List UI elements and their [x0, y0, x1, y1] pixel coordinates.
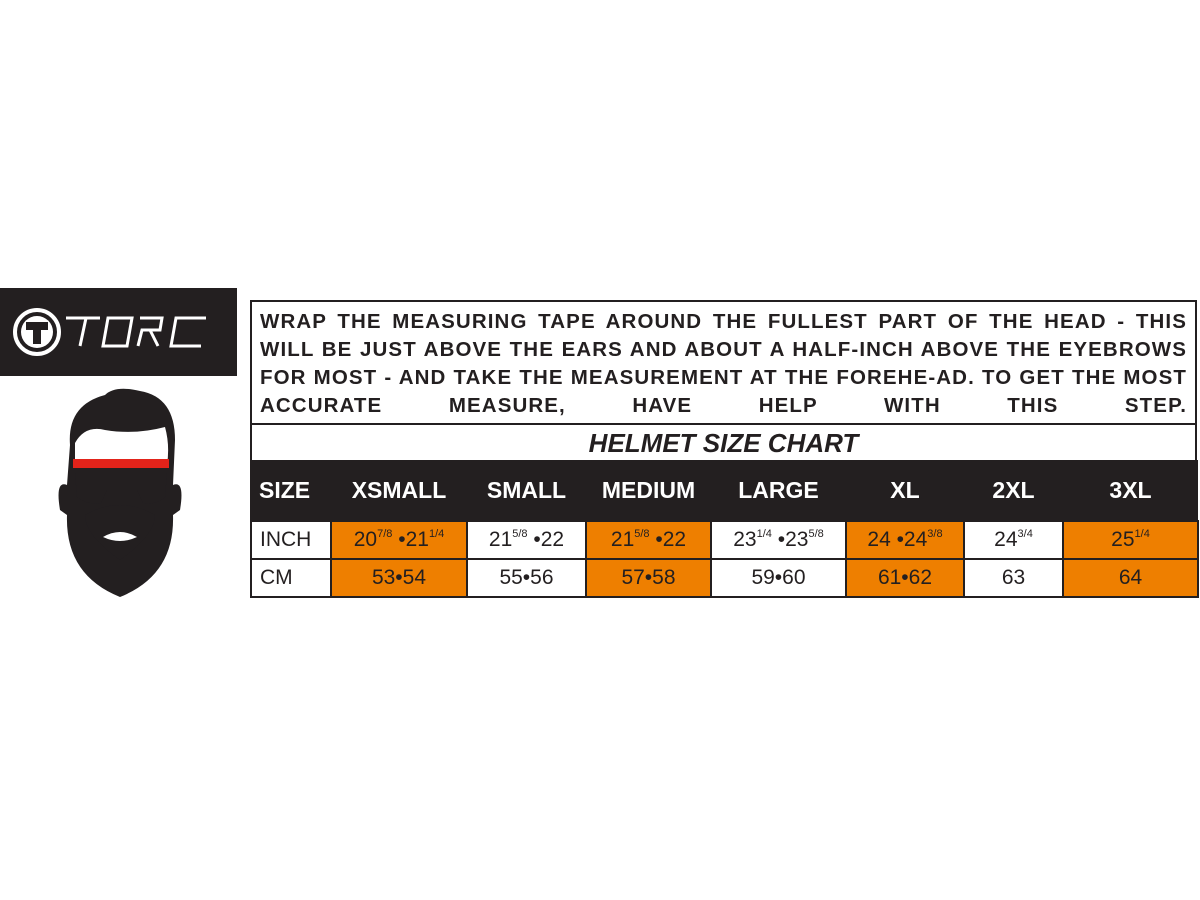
value: 25 — [1111, 528, 1135, 551]
size-column-header: MEDIUM — [586, 460, 711, 521]
size-cell: 61•62 — [845, 558, 965, 598]
value: 21 — [610, 528, 635, 551]
size-cell: 24 •243/8 — [845, 520, 965, 560]
fraction: 5/8 — [808, 528, 824, 540]
size-header: SIZE — [251, 460, 331, 521]
torc-logo-icon — [13, 308, 206, 356]
size-cell: 243/4 — [963, 520, 1064, 560]
fraction: 3/4 — [1017, 528, 1033, 540]
size-cell: 231/4 •235/8 — [710, 520, 847, 560]
chart-title: HELMET SIZE CHART — [252, 423, 1195, 461]
value: 20 — [353, 528, 378, 551]
value: •22 — [527, 528, 565, 551]
size-table: SIZE XSMALL SMALL MEDIUM LARGE XL 2XL 3XL INCH 2… — [250, 460, 1199, 598]
size-column-header: XL — [846, 460, 964, 521]
fraction: 1/4 — [1134, 528, 1150, 540]
size-column-header: SMALL — [467, 460, 586, 521]
row-label: INCH — [250, 520, 332, 560]
helmet-size-chart: WRAP THE MEASURING TAPE AROUND THE FULLE… — [250, 300, 1199, 598]
value: 23 — [733, 528, 757, 551]
measuring-instructions: WRAP THE MEASURING TAPE AROUND THE FULLE… — [260, 310, 1187, 417]
size-cell: 215/8 •22 — [466, 520, 587, 560]
fraction: 5/8 — [512, 528, 528, 540]
fraction: 1/4 — [756, 528, 772, 540]
size-column-header: LARGE — [711, 460, 846, 521]
size-cell: 251/4 — [1062, 520, 1199, 560]
measuring-tape — [73, 459, 169, 468]
size-cell: 55•56 — [466, 558, 587, 598]
size-cell: 207/8 •211/4 — [330, 520, 468, 560]
size-column-header: XSMALL — [331, 460, 467, 521]
value: •23 — [771, 528, 809, 551]
table-row-cm: CM 53•54 55•56 57•58 59•60 61•62 63 64 — [250, 558, 1199, 598]
fraction: 3/8 — [927, 528, 943, 540]
fraction: 5/8 — [634, 528, 650, 540]
value: •22 — [649, 528, 687, 551]
value: 21 — [488, 528, 513, 551]
size-column-header: 3XL — [1063, 460, 1198, 521]
bearded-head-illustration — [45, 385, 195, 600]
size-cell: 59•60 — [710, 558, 847, 598]
size-cell: 215/8 •22 — [585, 520, 712, 560]
row-label: CM — [250, 558, 332, 598]
size-cell: 63 — [963, 558, 1064, 598]
value: •21 — [392, 528, 429, 551]
size-column-header: 2XL — [964, 460, 1063, 521]
torc-helmets-logo — [0, 288, 237, 376]
value: 24 •24 — [867, 528, 928, 551]
size-cell: 64 — [1062, 558, 1199, 598]
value: 24 — [994, 528, 1018, 551]
table-row-inch: INCH 207/8 •211/4 215/8 •22 215/8 •22 231/4 … — [250, 520, 1199, 560]
fraction: 7/8 — [377, 528, 393, 540]
size-cell: 57•58 — [585, 558, 712, 598]
size-cell: 53•54 — [330, 558, 468, 598]
fraction: 1/4 — [428, 528, 445, 540]
